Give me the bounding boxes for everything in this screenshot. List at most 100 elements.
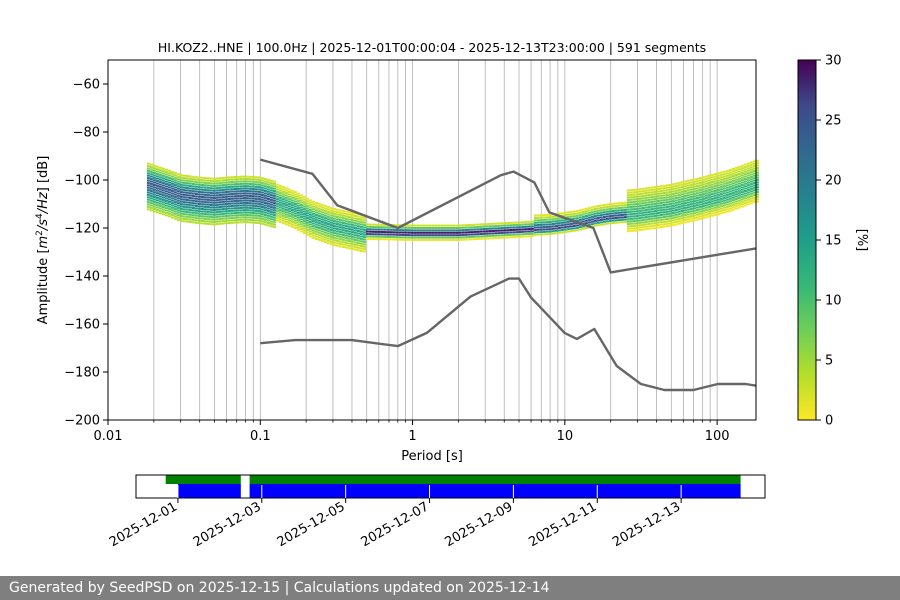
heatmap-cell	[320, 228, 324, 231]
heatmap-cell	[593, 224, 597, 227]
heatmap-cell	[650, 215, 654, 218]
heatmap-cell	[152, 208, 156, 210]
heatmap-cell	[425, 236, 429, 239]
heatmap-cell	[386, 238, 390, 241]
heatmap-cell	[383, 233, 387, 236]
heatmap-cell	[272, 216, 276, 219]
heatmap-cell	[323, 231, 327, 234]
heatmap-cell	[698, 181, 702, 184]
heatmap-cell	[245, 211, 249, 214]
heatmap-cell	[440, 227, 444, 229]
heatmap-cell	[569, 215, 573, 218]
heatmap-cell	[251, 176, 255, 178]
heatmap-cell	[269, 220, 273, 223]
heatmap-cell	[362, 245, 366, 248]
heatmap-cell	[566, 230, 570, 233]
heatmap-cell	[359, 230, 363, 233]
heatmap-cell	[314, 214, 318, 216]
heatmap-cell	[197, 179, 201, 181]
heatmap-cell	[707, 208, 711, 211]
heatmap-cell	[686, 191, 690, 194]
heatmap-cell	[749, 187, 753, 190]
heatmap-cell	[308, 209, 312, 211]
heatmap-cell	[716, 177, 720, 180]
heatmap-cell	[236, 195, 240, 198]
heatmap-cell	[191, 192, 195, 195]
heatmap-cell	[431, 229, 435, 232]
heatmap-cell	[215, 189, 219, 192]
heatmap-cell	[236, 216, 240, 219]
heatmap-cell	[218, 213, 222, 216]
heatmap-cell	[335, 235, 339, 238]
heatmap-cell	[194, 185, 198, 188]
heatmap-cell	[416, 227, 420, 229]
heatmap-cell	[422, 231, 426, 234]
heatmap-cell	[206, 222, 210, 225]
heatmap-cell	[629, 205, 633, 208]
heatmap-cell	[359, 216, 363, 219]
heatmap-cell	[170, 173, 174, 176]
heatmap-cell	[296, 221, 300, 224]
heatmap-cell	[164, 168, 168, 171]
heatmap-cell	[644, 204, 648, 207]
heatmap-cell	[578, 218, 582, 221]
heatmap-cell	[677, 208, 681, 211]
heatmap-cell	[317, 231, 321, 234]
heatmap-cell	[332, 215, 336, 218]
heatmap-cell	[344, 237, 348, 240]
heatmap-cell	[299, 230, 303, 233]
heatmap-cell	[290, 204, 294, 207]
heatmap-cell	[623, 204, 627, 207]
heatmap-cell	[398, 233, 402, 236]
heatmap-cell	[173, 208, 177, 211]
heatmap-cell	[212, 221, 216, 223]
heatmap-cell	[377, 233, 381, 236]
heatmap-cell	[635, 219, 639, 222]
heatmap-cell	[707, 210, 711, 213]
heatmap-cell	[737, 180, 741, 183]
heatmap-cell	[725, 198, 729, 201]
heatmap-cell	[608, 210, 612, 213]
heatmap-cell	[146, 169, 150, 172]
heatmap-cell	[350, 228, 354, 231]
heatmap-cell	[722, 177, 726, 180]
heatmap-cell	[743, 199, 747, 202]
heatmap-cell	[377, 238, 381, 241]
heatmap-cell	[227, 217, 231, 220]
heatmap-cell	[341, 222, 345, 224]
heatmap-cell	[548, 221, 552, 223]
heatmap-cell	[314, 211, 318, 214]
heatmap-cell	[152, 181, 156, 184]
heatmap-cell	[146, 198, 150, 201]
heatmap-cell	[710, 183, 714, 186]
heatmap-cell	[377, 223, 381, 226]
heatmap-cell	[674, 216, 678, 219]
heatmap-cell	[536, 226, 540, 229]
heatmap-cell	[209, 216, 213, 218]
heatmap-cell	[557, 219, 561, 222]
heatmap-cell	[173, 181, 177, 184]
heatmap-cell	[161, 184, 165, 187]
heatmap-cell	[677, 196, 681, 199]
heatmap-cell	[581, 227, 585, 230]
colorbar-label: [%]	[854, 229, 869, 252]
heatmap-cell	[605, 215, 609, 218]
heatmap-cell	[443, 227, 447, 229]
heatmap-cell	[233, 176, 237, 178]
heatmap-cell	[677, 205, 681, 208]
heatmap-cell	[149, 175, 153, 178]
heatmap-cell	[209, 220, 213, 223]
heatmap-cell	[722, 170, 726, 173]
heatmap-cell	[737, 201, 741, 204]
heatmap-cell	[215, 208, 219, 211]
heatmap-cell	[146, 196, 150, 199]
heatmap-cell	[194, 197, 198, 200]
heatmap-cell	[236, 175, 240, 178]
heatmap-cell	[725, 179, 729, 182]
heatmap-cell	[644, 223, 648, 226]
heatmap-cell	[458, 234, 462, 237]
heatmap-cell	[146, 165, 150, 168]
heatmap-cell	[698, 217, 702, 220]
heatmap-cell	[326, 211, 330, 213]
heatmap-cell	[218, 198, 222, 201]
